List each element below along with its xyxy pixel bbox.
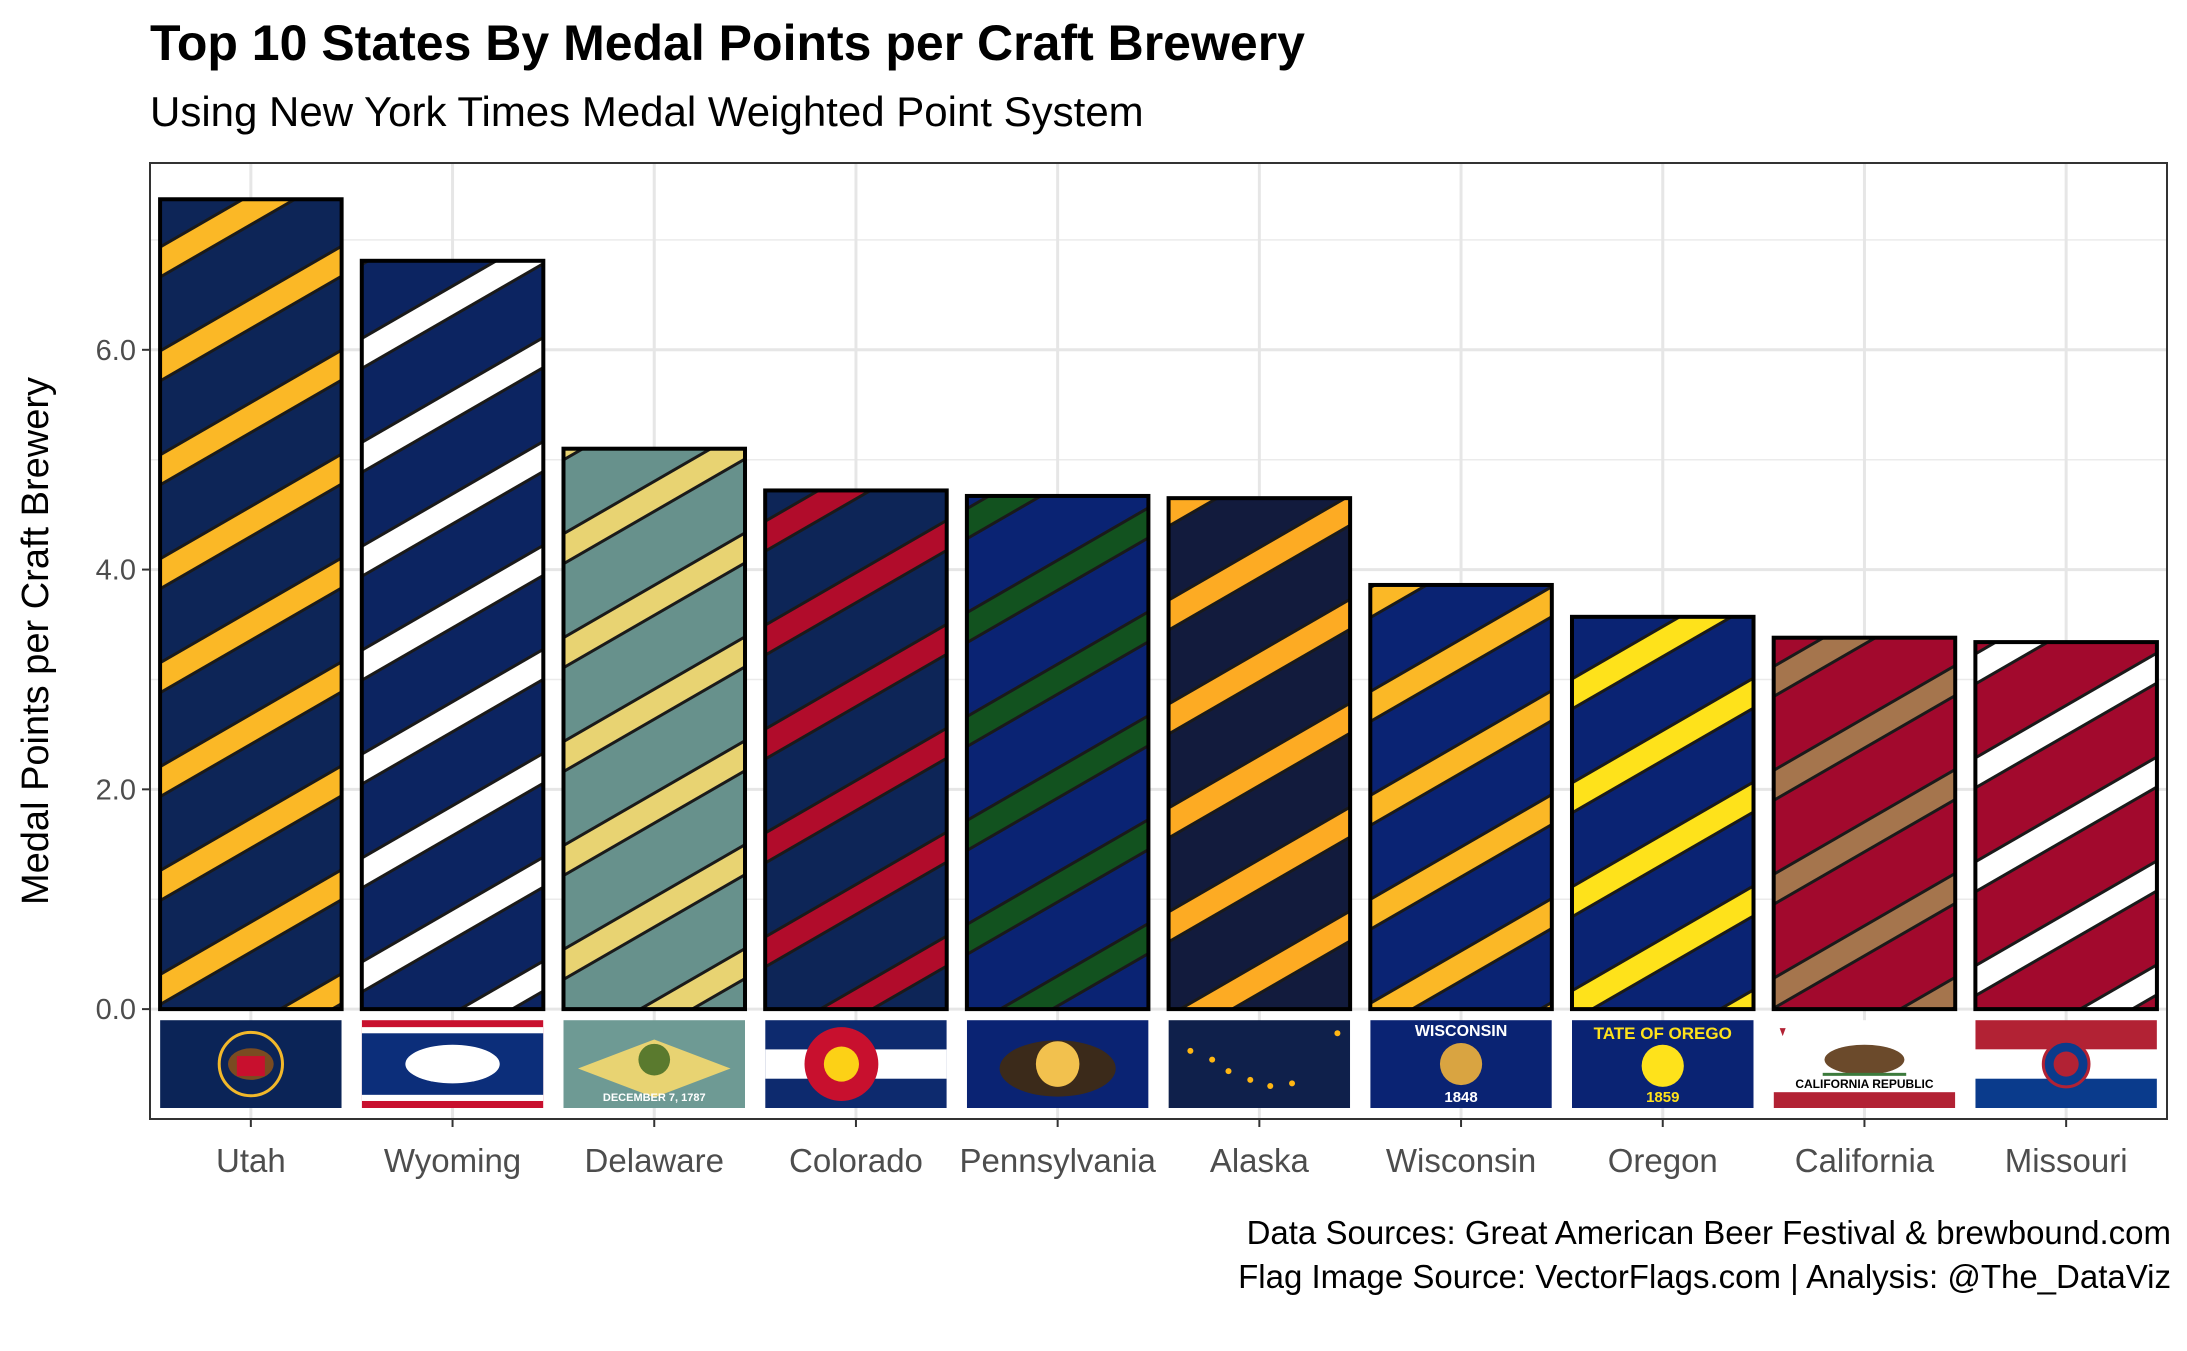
x-tick-label-utah: Utah — [216, 1142, 286, 1179]
x-tick-label-delaware: Delaware — [585, 1142, 724, 1179]
y-tick-label: 6.0 — [96, 335, 136, 367]
utah-flag-icon — [160, 1020, 342, 1109]
missouri-flag-icon — [1975, 1020, 2157, 1109]
x-tick-label-california: California — [1795, 1142, 1935, 1179]
oregon-flag-icon: TATE OF OREGO 1859 — [1571, 1020, 1754, 1109]
x-tick-label-colorado: Colorado — [789, 1142, 923, 1179]
wisconsin-flag-year: 1848 — [1444, 1089, 1477, 1106]
bar-wyoming — [359, 258, 546, 1012]
x-tick-label-wyoming: Wyoming — [384, 1142, 521, 1179]
bar-pennsylvania — [964, 493, 1151, 1012]
bar-oregon — [1569, 614, 1756, 1012]
caption-flag-source: Flag Image Source: VectorFlags.com | Ana… — [1238, 1258, 2171, 1295]
x-tick-label-missouri: Missouri — [2005, 1142, 2128, 1179]
x-tick-label-alaska: Alaska — [1210, 1142, 1310, 1179]
bar-colorado — [763, 488, 949, 1012]
california-flag-icon: CALIFORNIA REPUBLIC — [1773, 1020, 1956, 1109]
wisconsin-flag-name: WISCONSIN — [1415, 1023, 1507, 1040]
wyoming-flag-icon — [361, 1020, 544, 1109]
alaska-flag-icon — [1168, 1020, 1351, 1109]
y-axis-title: Medal Points per Craft Brewery — [15, 377, 57, 905]
x-tick-label-oregon: Oregon — [1608, 1142, 1718, 1179]
bar-california — [1771, 635, 1958, 1012]
delaware-flag-date: DECEMBER 7, 1787 — [603, 1092, 706, 1104]
plot-border — [149, 162, 2168, 1120]
y-tick-label: 4.0 — [96, 555, 136, 587]
wisconsin-flag-icon: WISCONSIN 1848 — [1370, 1020, 1552, 1109]
oregon-flag-year: 1859 — [1646, 1089, 1679, 1106]
pennsylvania-flag-icon — [966, 1020, 1149, 1109]
delaware-flag-icon: DECEMBER 7, 1787 — [563, 1020, 746, 1109]
caption-data-sources: Data Sources: Great American Beer Festiv… — [1246, 1214, 2171, 1251]
chart-subtitle: Using New York Times Medal Weighted Poin… — [150, 88, 1144, 135]
x-tick-label-wisconsin: Wisconsin — [1386, 1142, 1536, 1179]
y-tick-label: 0.0 — [96, 994, 136, 1026]
y-tick-label: 2.0 — [96, 774, 136, 806]
bar-alaska — [1166, 496, 1353, 1012]
bar-delaware — [561, 446, 748, 1012]
colorado-flag-icon — [765, 1020, 947, 1109]
x-tick-label-pennsylvania: Pennsylvania — [960, 1142, 1157, 1179]
bar-utah — [158, 197, 344, 1012]
oregon-flag-name: TATE OF OREGO — [1594, 1024, 1732, 1043]
bar-wisconsin — [1368, 582, 1554, 1012]
chart-title: Top 10 States By Medal Points per Craft … — [150, 15, 1305, 71]
california-flag-text: CALIFORNIA REPUBLIC — [1795, 1077, 1934, 1091]
bar-missouri — [1973, 640, 2159, 1012]
